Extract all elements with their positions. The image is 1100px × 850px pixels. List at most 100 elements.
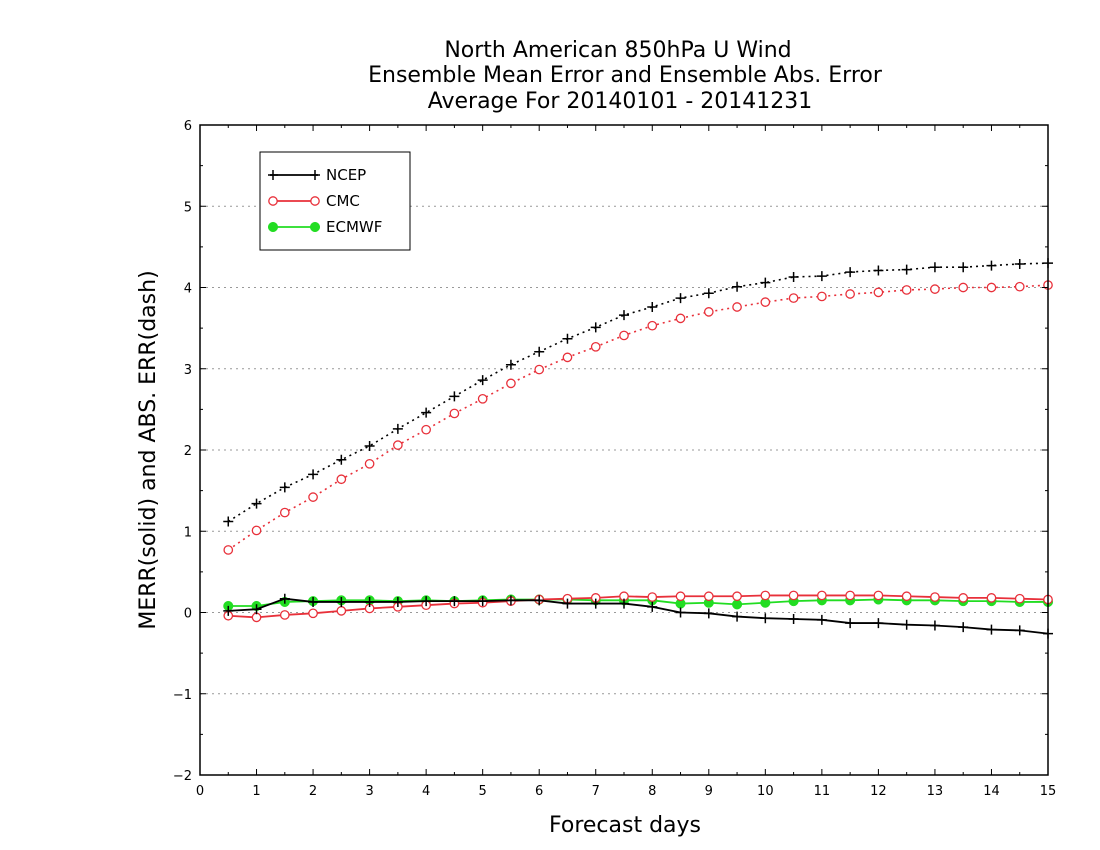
ncep-abs-err-point xyxy=(958,262,969,273)
ncep-abs-err-point xyxy=(703,288,714,299)
ncep-abs-err-point xyxy=(308,469,319,480)
chart-title-line-1: North American 850hPa U Wind xyxy=(444,38,791,63)
ncep-abs-err-point xyxy=(1014,258,1025,269)
legend-label: NCEP xyxy=(326,166,366,184)
ncep-merr-point xyxy=(534,595,545,606)
ncep-abs-err-point xyxy=(421,407,432,418)
ncep-abs-err-point xyxy=(732,281,743,292)
ncep-merr-point xyxy=(760,613,771,624)
ncep-merr-point xyxy=(364,596,375,607)
x-tick-label: 14 xyxy=(983,784,1000,799)
y-tick-label: −1 xyxy=(173,688,192,703)
x-tick-label: 0 xyxy=(196,784,204,799)
cmc-merr-series xyxy=(223,590,1053,623)
ncep-merr-point xyxy=(732,611,743,622)
legend-marker xyxy=(310,196,320,206)
gridlines xyxy=(200,205,1048,695)
ncep-abs-err-point xyxy=(223,516,234,527)
cmc-abs-err-point xyxy=(251,525,262,536)
cmc-merr-point xyxy=(845,590,855,601)
cmc-abs-err-point xyxy=(336,474,347,485)
cmc-abs-err-point xyxy=(845,289,855,299)
ncep-abs-err-point xyxy=(449,391,460,402)
ncep-merr-point xyxy=(986,624,997,635)
ncep-merr-point xyxy=(788,614,799,624)
cmc-merr-point xyxy=(336,606,347,616)
y-tick-label: 1 xyxy=(184,525,192,540)
cmc-abs-err-point xyxy=(873,287,884,298)
ncep-merr-point xyxy=(1014,625,1025,636)
cmc-abs-err-point xyxy=(308,492,318,502)
cmc-abs-err-point xyxy=(619,330,629,341)
ncep-abs-err-point xyxy=(534,346,545,357)
cmc-abs-err-point xyxy=(590,341,601,352)
cmc-merr-point xyxy=(279,610,290,620)
ncep-abs-err-point xyxy=(929,262,940,273)
ncep-abs-err-point xyxy=(562,333,573,344)
ncep-abs-err-point xyxy=(647,302,658,312)
cmc-merr-point xyxy=(308,608,318,619)
cmc-abs-err-point xyxy=(675,313,686,324)
ncep-abs-err-point xyxy=(477,375,488,386)
ncep-abs-err-point xyxy=(675,293,686,304)
ncep-merr-point xyxy=(901,619,912,630)
ncep-merr-point xyxy=(477,596,488,607)
x-tick-label: 9 xyxy=(705,784,713,799)
cmc-merr-point xyxy=(873,590,884,601)
cmc-merr-point xyxy=(817,590,827,601)
cmc-abs-err-point xyxy=(732,302,742,312)
ncep-abs-err-point xyxy=(251,498,262,509)
ncep-merr-point xyxy=(562,598,573,609)
y-tick-label: 6 xyxy=(184,119,192,134)
ncep-abs-err-point xyxy=(788,271,799,282)
ncep-abs-err-point xyxy=(590,322,601,333)
x-tick-label: 11 xyxy=(814,784,831,799)
cmc-abs-err-point xyxy=(930,284,940,294)
legend-label: ECMWF xyxy=(326,218,382,236)
y-tick-label: 4 xyxy=(184,282,192,297)
cmc-abs-err-point xyxy=(562,352,573,363)
cmc-merr-point xyxy=(675,591,686,602)
ncep-merr-point xyxy=(816,614,827,625)
x-tick-label: 12 xyxy=(870,784,887,799)
cmc-merr-point xyxy=(732,591,742,602)
x-tick-label: 2 xyxy=(309,784,317,799)
legend-item-cmc: CMC xyxy=(268,192,360,210)
ncep-merr-point xyxy=(590,598,601,609)
ncep-abs-err-point xyxy=(760,277,771,288)
ncep-abs-err-point xyxy=(816,271,827,282)
x-tick-label: 13 xyxy=(927,784,944,799)
y-tick-label: 2 xyxy=(184,444,192,459)
ncep-merr-point xyxy=(449,596,460,607)
cmc-abs-err-point xyxy=(760,297,771,307)
ncep-merr-point xyxy=(845,618,856,629)
cmc-abs-err-point xyxy=(1014,281,1025,292)
ncep-abs-err-point xyxy=(619,310,629,321)
x-tick-label: 3 xyxy=(365,784,373,799)
cmc-abs-err-point xyxy=(958,282,969,293)
cmc-merr-line xyxy=(228,594,1049,619)
cmc-abs-err-point xyxy=(506,378,516,389)
x-tick-label: 8 xyxy=(648,784,656,799)
y-tick-label: 5 xyxy=(184,200,192,215)
ncep-merr-point xyxy=(958,622,969,633)
legend: NCEP CMC ECMWF xyxy=(259,151,411,251)
x-tick-label: 6 xyxy=(535,784,543,799)
x-tick-label: 7 xyxy=(592,784,600,799)
y-tick-label: −2 xyxy=(173,769,192,784)
cmc-abs-err-point xyxy=(817,291,827,302)
cmc-merr-point xyxy=(1014,593,1025,604)
cmc-merr-point xyxy=(703,591,714,602)
chart-title: North American 850hPa U Wind Ensemble Me… xyxy=(368,38,883,114)
cmc-abs-err-point xyxy=(703,307,714,317)
ncep-merr-point xyxy=(421,596,432,607)
ncep-merr-point xyxy=(279,593,290,604)
ncep-merr-point xyxy=(505,595,516,606)
ncep-abs-err-point xyxy=(392,423,403,434)
cmc-merr-point xyxy=(901,591,912,602)
cmc-abs-err-point xyxy=(477,393,488,404)
cmc-abs-err-point xyxy=(534,364,545,375)
cmc-abs-err-line xyxy=(227,284,1049,551)
